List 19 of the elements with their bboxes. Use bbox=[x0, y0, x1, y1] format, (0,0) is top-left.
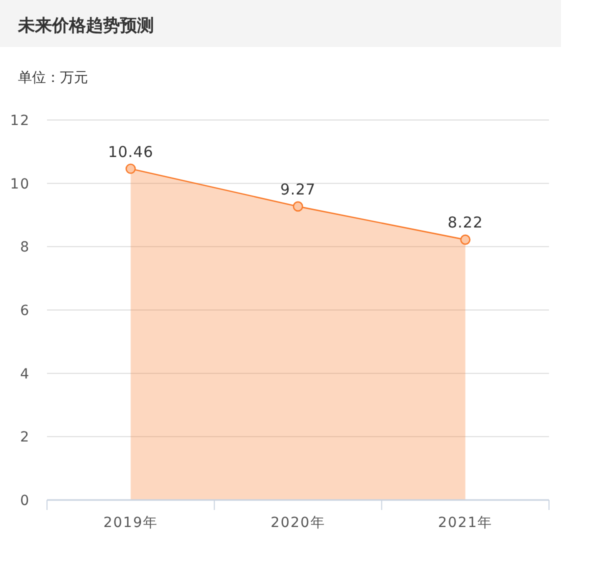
data-label: 8.22 bbox=[448, 214, 484, 232]
x-tick-label: 2019年 bbox=[103, 515, 158, 531]
y-tick-label: 12 bbox=[10, 113, 30, 129]
data-label: 10.46 bbox=[108, 142, 154, 161]
point bbox=[460, 234, 470, 245]
chart-title: 未来价格趋势预测 bbox=[17, 16, 154, 36]
y-tick-label: 4 bbox=[20, 366, 30, 382]
y-tick-label: 2 bbox=[20, 430, 30, 446]
y-tick-label: 8 bbox=[20, 240, 30, 256]
y-tick-label: 0 bbox=[20, 493, 30, 509]
point bbox=[126, 164, 136, 174]
y-tick-label: 6 bbox=[20, 303, 30, 319]
data-label: 9.27 bbox=[280, 180, 316, 198]
y-tick-label: 10 bbox=[10, 176, 30, 192]
ylabel: 单位：万元 bbox=[18, 70, 88, 86]
x-tick-label: 2021年 bbox=[438, 515, 493, 531]
title: 未来价格趋势预测 bbox=[0, 0, 561, 47]
x-tick-label: 2020年 bbox=[270, 515, 326, 531]
point bbox=[292, 201, 304, 212]
